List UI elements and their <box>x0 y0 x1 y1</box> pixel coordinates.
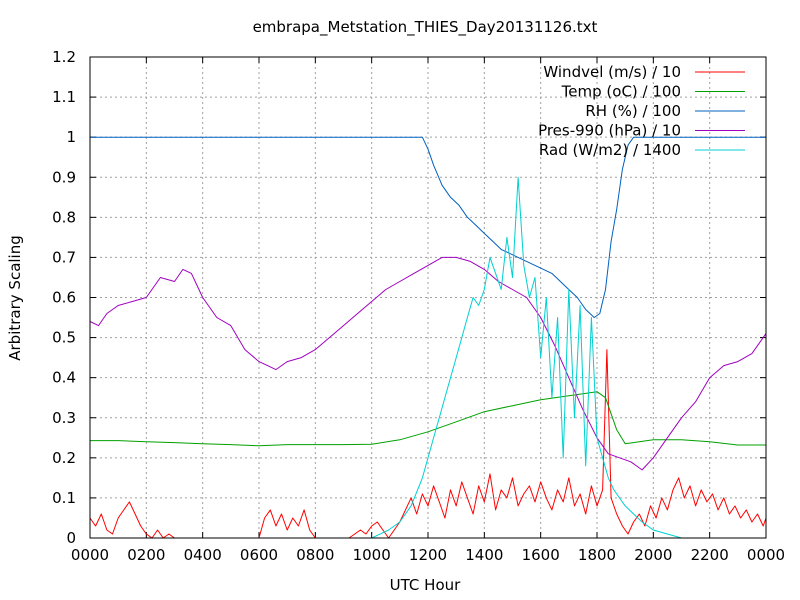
x-axis-label: UTC Hour <box>390 576 461 594</box>
y-tick-label: 0.5 <box>52 329 76 347</box>
x-tick-label: 1000 <box>353 546 391 564</box>
x-tick-label: 2000 <box>634 546 672 564</box>
x-tick-label: 0000 <box>71 546 109 564</box>
x-tick-label: 2200 <box>691 546 729 564</box>
x-tick-label: 0800 <box>296 546 334 564</box>
y-axis-label: Arbitrary Scaling <box>6 235 24 361</box>
y-tick-label: 0.8 <box>52 208 76 226</box>
x-tick-label: 1800 <box>578 546 616 564</box>
legend-label: Temp (oC) / 100 <box>561 83 681 101</box>
y-tick-label: 0.9 <box>52 168 76 186</box>
x-tick-label: 0600 <box>240 546 278 564</box>
y-tick-label: 0 <box>66 529 76 547</box>
x-tick-label: 1200 <box>409 546 447 564</box>
legend-label: RH (%) / 100 <box>585 102 681 120</box>
series-line-2 <box>90 391 766 447</box>
y-tick-label: 1 <box>66 128 76 146</box>
y-tick-label: 0.7 <box>52 248 76 266</box>
series-group <box>89 136 767 539</box>
x-tick-label: 1400 <box>465 546 503 564</box>
x-tick-label: 0000 <box>747 546 785 564</box>
axis-tick-labels: 0 0.1 0.2 0.3 0.4 0.5 0.6 0.7 0.8 0.9 1 1.1 1.2 0000 0… <box>52 48 785 564</box>
y-tick-label: 0.1 <box>52 489 76 507</box>
x-tick-label: 1600 <box>522 546 560 564</box>
chart-title: embrapa_Metstation_THIES_Day20131126.txt <box>253 18 598 37</box>
x-tick-label: 0200 <box>127 546 165 564</box>
legend-label: Pres-990 (hPa) / 10 <box>538 122 681 140</box>
x-tick-label: 0400 <box>184 546 222 564</box>
series-line-4 <box>89 256 767 471</box>
y-tick-label: 0.4 <box>52 369 76 387</box>
plot-frame <box>89 56 767 539</box>
series-line-3 <box>90 136 766 318</box>
y-tick-label: 0.3 <box>52 409 76 427</box>
legend-label: Rad (W/m2) / 1400 <box>539 141 681 159</box>
legend-label: Windvel (m/s) / 10 <box>543 63 681 81</box>
y-tick-label: 1.1 <box>52 88 76 106</box>
y-tick-label: 0.6 <box>52 289 76 307</box>
y-tick-label: 1.2 <box>52 48 76 66</box>
y-tick-label: 0.2 <box>52 449 76 467</box>
series-line-5 <box>90 176 766 539</box>
